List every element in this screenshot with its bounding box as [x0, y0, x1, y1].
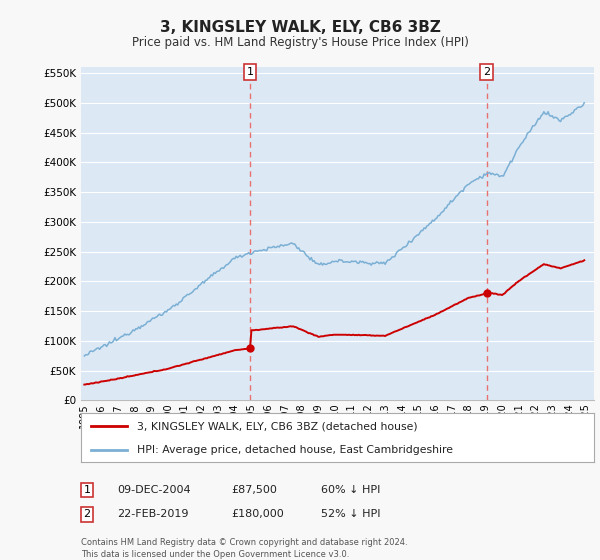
Text: 1: 1 — [247, 67, 254, 77]
Text: Contains HM Land Registry data © Crown copyright and database right 2024.
This d: Contains HM Land Registry data © Crown c… — [81, 538, 407, 559]
Text: 2: 2 — [483, 67, 490, 77]
Text: HPI: Average price, detached house, East Cambridgeshire: HPI: Average price, detached house, East… — [137, 445, 454, 455]
Text: 3, KINGSLEY WALK, ELY, CB6 3BZ: 3, KINGSLEY WALK, ELY, CB6 3BZ — [160, 20, 440, 35]
Text: £87,500: £87,500 — [231, 485, 277, 495]
Text: 1: 1 — [83, 485, 91, 495]
Text: 3, KINGSLEY WALK, ELY, CB6 3BZ (detached house): 3, KINGSLEY WALK, ELY, CB6 3BZ (detached… — [137, 421, 418, 431]
Text: 09-DEC-2004: 09-DEC-2004 — [117, 485, 191, 495]
Text: £180,000: £180,000 — [231, 509, 284, 519]
Text: 2: 2 — [83, 509, 91, 519]
Text: Price paid vs. HM Land Registry's House Price Index (HPI): Price paid vs. HM Land Registry's House … — [131, 36, 469, 49]
Text: 60% ↓ HPI: 60% ↓ HPI — [321, 485, 380, 495]
Text: 22-FEB-2019: 22-FEB-2019 — [117, 509, 188, 519]
Text: 52% ↓ HPI: 52% ↓ HPI — [321, 509, 380, 519]
